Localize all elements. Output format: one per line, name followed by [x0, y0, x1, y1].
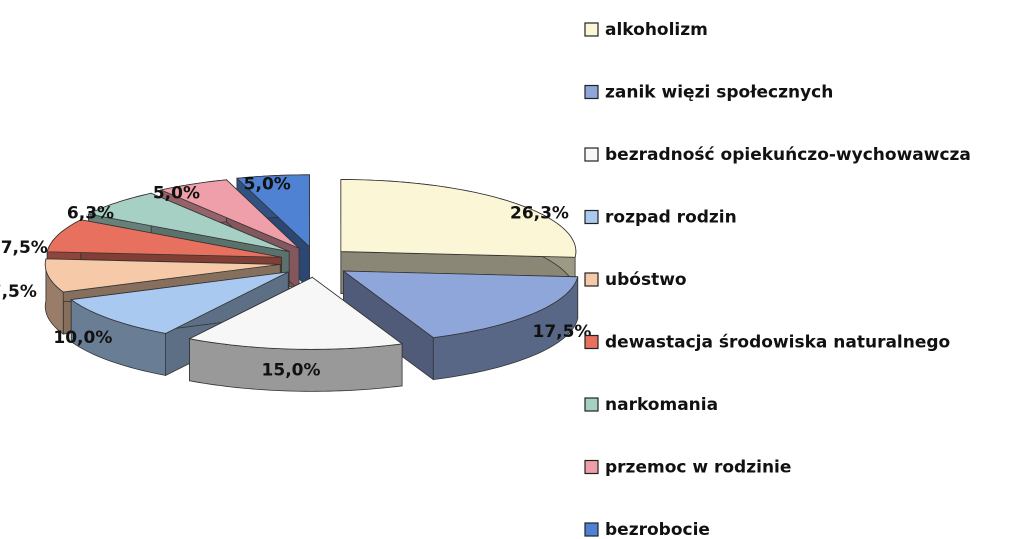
data-label: 5,0%: [244, 175, 291, 195]
slice-top: [188, 276, 404, 350]
legend-label: narkomania: [605, 395, 718, 415]
data-label: 15,0%: [262, 360, 321, 380]
legend-swatch: [584, 334, 599, 350]
legend-swatch: [584, 209, 599, 225]
data-label: 5,0%: [153, 184, 200, 204]
legend-swatch: [584, 272, 599, 287]
legend-swatch: [584, 22, 599, 37]
pie-slice: [188, 276, 404, 392]
slice-top: [46, 219, 282, 258]
data-label: 7,5%: [0, 282, 37, 302]
data-label: 6,3%: [67, 204, 114, 224]
legend-label: bezrobocie: [605, 520, 710, 539]
legend-label: alkoholizm: [605, 20, 708, 40]
legend-label: zanik więzi społecznych: [605, 83, 833, 103]
slice-top: [340, 179, 577, 258]
legend-label: ubóstwo: [605, 270, 687, 290]
slice-top: [87, 192, 290, 252]
legend-swatch: [584, 397, 599, 412]
legend-swatch: [584, 147, 599, 162]
pie-slice: [342, 270, 579, 381]
legend-swatch: [584, 84, 599, 100]
data-label: 26,3%: [510, 204, 569, 224]
slice-top: [342, 270, 579, 339]
legend-swatch: [584, 522, 599, 537]
data-label: 17,5%: [532, 322, 591, 342]
data-label: 7,5%: [1, 238, 48, 258]
legend-label: przemoc w rodzinie: [605, 458, 791, 478]
slice-top: [159, 179, 300, 249]
slice-top: [70, 271, 289, 334]
legend-label: rozpad rodzin: [605, 208, 737, 228]
slice-top: [236, 174, 310, 248]
data-label: 10,0%: [53, 328, 112, 348]
slice-top: [44, 258, 281, 293]
legend-label: dewastacja środowiska naturalnego: [605, 333, 950, 353]
legend-swatch: [584, 459, 599, 475]
legend-label: bezradność opiekuńczo-wychowawcza: [605, 145, 971, 165]
